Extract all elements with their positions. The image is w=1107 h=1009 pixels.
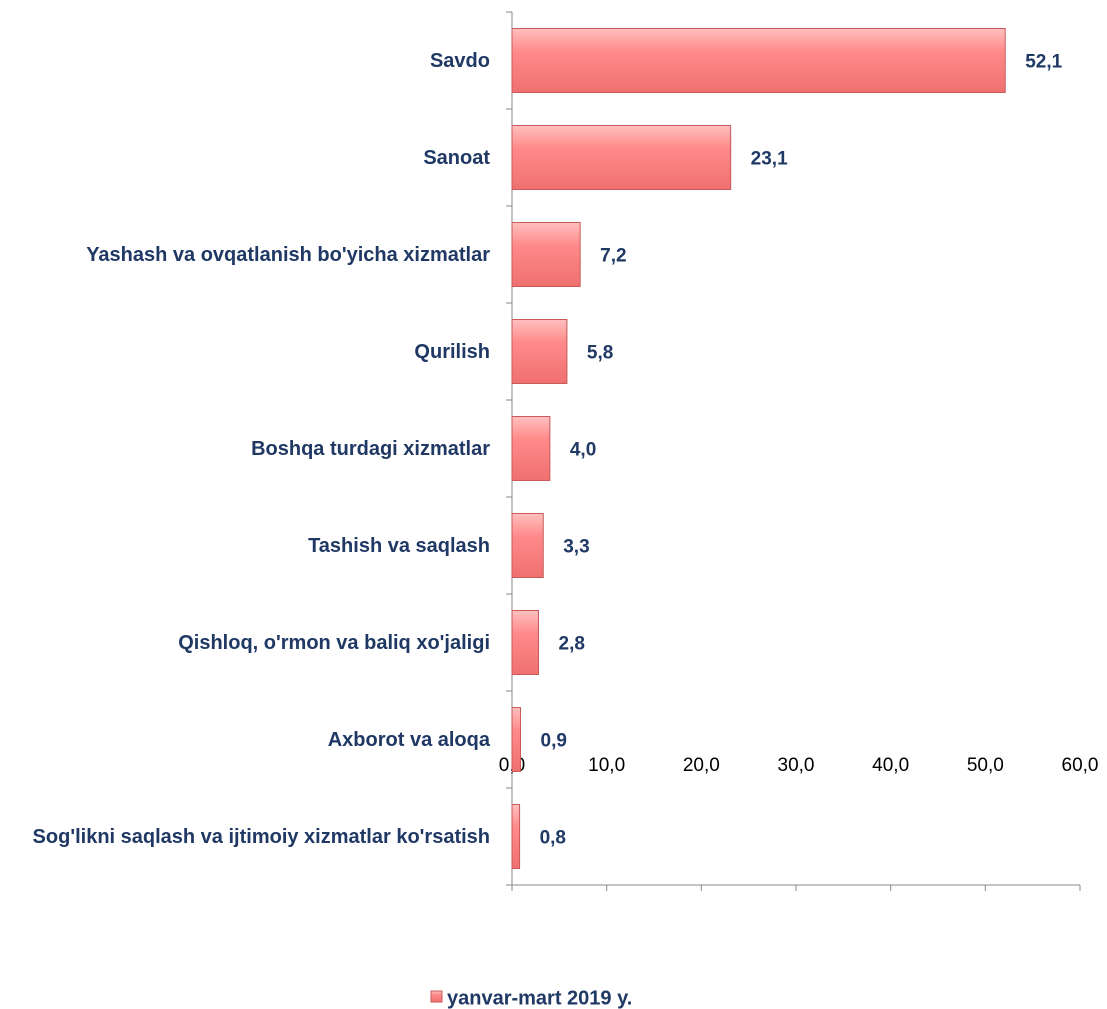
x-tick-label: 40,0 [872, 755, 909, 776]
category-label: Qishloq, o'rmon va baliq xo'jaligi [178, 598, 490, 688]
bar [511, 319, 568, 384]
category-label: Sanoat [423, 113, 490, 203]
data-label: 23,1 [751, 149, 788, 170]
data-label: 7,2 [600, 246, 626, 267]
category-label: Qurilish [414, 307, 490, 397]
category-label: Tashish va saqlash [308, 501, 490, 591]
x-tick-label: 10,0 [588, 755, 625, 776]
bar [511, 125, 732, 190]
category-label: Yashash va ovqatlanish bo'yicha xizmatla… [86, 210, 490, 300]
bar [511, 610, 540, 675]
data-label: 4,0 [570, 440, 596, 461]
x-tick-label: 20,0 [683, 755, 720, 776]
data-label: 3,3 [563, 537, 589, 558]
x-tick-label: 60,0 [1062, 755, 1099, 776]
bar [511, 707, 522, 772]
category-text: Yashash va ovqatlanish bo'yicha xizmatla… [86, 243, 490, 266]
category-label: Sog'likni saqlash va ijtimoiy xizmatlar … [33, 792, 490, 882]
data-label: 5,8 [587, 343, 613, 364]
bar [511, 416, 551, 481]
bar [511, 804, 521, 869]
category-text: Qurilish [414, 340, 490, 363]
bar [511, 222, 581, 287]
legend-label: yanvar-mart 2019 y. [447, 987, 632, 1009]
bar [511, 513, 544, 578]
x-tick-label: 50,0 [967, 755, 1004, 776]
category-text: Axborot va aloqa [327, 728, 490, 751]
category-label: Savdo [430, 16, 490, 106]
category-text: Qishloq, o'rmon va baliq xo'jaligi [178, 631, 490, 654]
legend-marker [430, 990, 443, 1003]
data-label: 52,1 [1025, 52, 1062, 73]
data-label: 0,9 [541, 731, 567, 752]
bar [511, 28, 1006, 93]
category-text: Tashish va saqlash [308, 534, 490, 557]
category-text: Sanoat [423, 146, 490, 169]
data-label: 2,8 [559, 634, 585, 655]
category-label: Axborot va aloqa [328, 695, 490, 785]
x-tick-label: 30,0 [778, 755, 815, 776]
category-text: Boshqa turdagi xizmatlar [251, 437, 490, 460]
category-text: Sog'likni saqlash va ijtimoiy xizmatlar … [32, 825, 490, 848]
category-text: Savdo [429, 49, 490, 72]
category-label: Boshqa turdagi xizmatlar [251, 404, 490, 494]
data-label: 0,8 [540, 828, 566, 849]
